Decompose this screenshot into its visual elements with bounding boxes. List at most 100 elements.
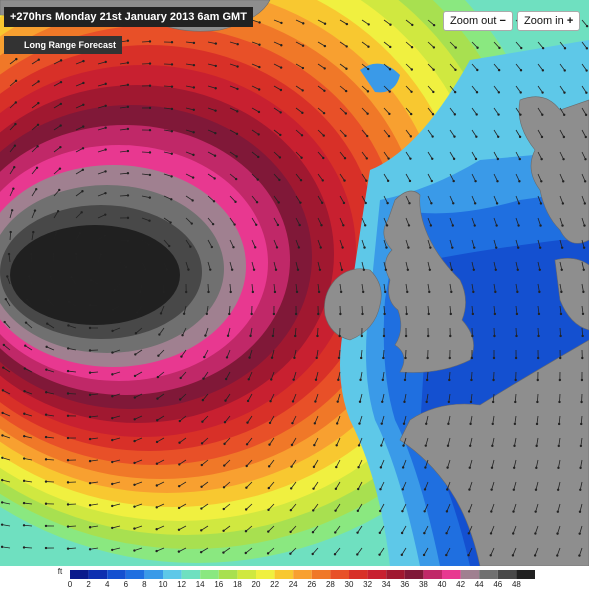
wind-arrow-head	[535, 466, 538, 470]
wind-arrow	[295, 195, 301, 203]
wind-arrow-head	[302, 22, 305, 25]
wind-arrow-head	[24, 321, 28, 324]
zoom-out-button[interactable]: Zoom out −	[443, 11, 513, 31]
wind-arrow-head	[558, 378, 562, 382]
wind-arrow	[425, 437, 429, 446]
wind-arrow	[361, 305, 363, 315]
wind-arrow-head	[536, 356, 540, 360]
wind-arrow-head	[312, 487, 315, 490]
wind-arrow-head	[519, 69, 523, 72]
wind-arrow-head	[411, 23, 414, 27]
wind-arrow-head	[518, 135, 522, 139]
wind-arrow	[471, 129, 477, 137]
wind-arrow	[295, 217, 301, 226]
wind-arrow	[141, 261, 146, 270]
wind-arrow-head	[323, 22, 327, 25]
wind-arrow-head	[1, 434, 4, 437]
wind-arrow-head	[301, 111, 304, 115]
wind-arrow	[381, 393, 385, 402]
wind-arrow	[68, 301, 77, 307]
wind-arrow	[515, 129, 521, 138]
wind-arrow	[536, 415, 539, 424]
wind-arrow	[119, 195, 129, 197]
wind-arrow	[112, 481, 121, 485]
wind-arrow-head	[27, 275, 31, 278]
wind-arrow-head	[111, 329, 114, 333]
wind-arrow-head	[425, 378, 429, 382]
wind-arrow-head	[556, 532, 559, 535]
wind-arrow	[313, 459, 319, 468]
wind-arrow	[163, 261, 168, 270]
wind-arrow	[183, 305, 187, 314]
wind-arrow-head	[225, 356, 229, 359]
wind-arrow-head	[536, 400, 539, 404]
legend-swatch	[70, 570, 89, 579]
wind-arrow-head	[207, 290, 210, 294]
wind-arrow	[383, 305, 385, 315]
wind-arrow	[424, 525, 429, 534]
wind-arrow-head	[403, 378, 407, 382]
wind-arrow-head	[317, 312, 320, 316]
wind-arrow-head	[494, 290, 497, 294]
wind-arrow-head	[340, 268, 344, 271]
wind-arrow	[383, 151, 389, 159]
wind-arrow-head	[562, 135, 566, 139]
legend-swatch	[479, 570, 498, 579]
wind-arrow-head	[1, 456, 4, 459]
wind-arrow	[449, 63, 456, 71]
wind-arrow-head	[539, 202, 543, 205]
wind-arrow-head	[423, 531, 426, 535]
wind-arrow	[75, 104, 84, 109]
wind-arrow-head	[255, 200, 259, 204]
wind-arrow-head	[213, 177, 216, 180]
wind-arrow	[295, 63, 304, 69]
wind-arrow	[361, 63, 369, 70]
wind-arrow	[31, 188, 37, 197]
wind-arrow	[53, 210, 59, 219]
wind-arrow	[559, 305, 562, 314]
wind-arrow	[207, 217, 214, 225]
wind-arrow-head	[223, 421, 227, 424]
wind-arrow-head	[378, 553, 381, 556]
wind-arrow-head	[214, 87, 217, 90]
wind-arrow	[246, 459, 253, 467]
wind-arrow-head	[104, 191, 107, 195]
wind-arrow	[290, 503, 297, 511]
wind-arrow-head	[144, 268, 147, 271]
wind-arrow-head	[10, 209, 14, 212]
wind-arrow	[559, 151, 564, 160]
wind-arrow	[405, 107, 412, 115]
wind-arrow	[405, 217, 410, 226]
wind-arrow	[537, 195, 542, 204]
wind-arrow	[361, 217, 366, 226]
wind-arrow-head	[104, 126, 107, 129]
wind-arrow	[295, 283, 298, 292]
wind-arrow-head	[492, 356, 496, 360]
wind-arrow	[317, 173, 324, 181]
wind-arrow	[114, 283, 121, 291]
wind-arrow-head	[226, 334, 230, 337]
zoom-in-label[interactable]: Zoom in	[524, 15, 564, 27]
wind-arrow-head	[425, 422, 428, 425]
wind-arrow-head	[424, 466, 427, 469]
wind-arrow-head	[126, 127, 130, 131]
wind-arrow	[97, 105, 106, 109]
wind-arrow	[248, 371, 253, 380]
wind-arrow-head	[495, 202, 499, 205]
wind-arrow-head	[24, 344, 27, 347]
wind-arrow	[427, 85, 434, 93]
wind-arrow-head	[425, 400, 428, 404]
legend-label: 28	[326, 580, 335, 589]
wind-arrow	[448, 393, 451, 402]
wind-arrow	[68, 370, 77, 373]
wind-arrow-head	[585, 91, 588, 94]
wind-arrow-head	[384, 290, 387, 294]
wind-arrow	[160, 305, 165, 314]
zoom-in-button[interactable]: Zoom in +	[517, 11, 581, 31]
wind-arrow-head	[467, 532, 471, 535]
wind-arrow-head	[409, 157, 412, 160]
wind-arrow-head	[148, 151, 152, 154]
wind-arrow	[71, 277, 77, 285]
zoom-out-label[interactable]: Zoom out	[450, 15, 497, 27]
wind-arrow-head	[201, 398, 205, 402]
